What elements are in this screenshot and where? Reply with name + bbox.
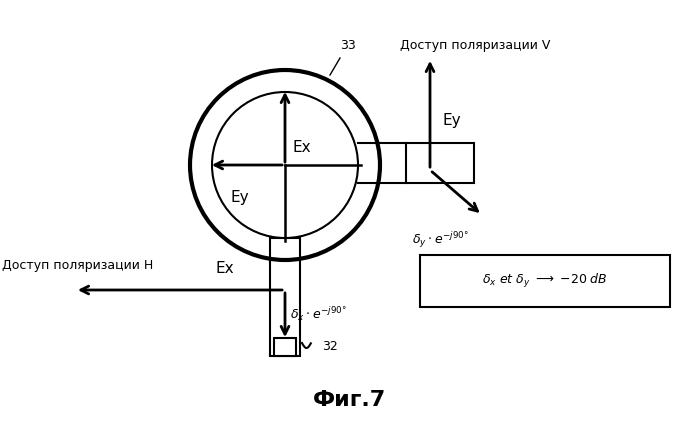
Text: Доступ поляризации H: Доступ поляризации H	[2, 259, 153, 271]
Text: $\delta_x$ $et$ $\delta_y$ $\longrightarrow$ $-20$ $dB$: $\delta_x$ $et$ $\delta_y$ $\longrightar…	[482, 272, 608, 290]
Text: $\delta_y\cdot e^{-j90°}$: $\delta_y\cdot e^{-j90°}$	[412, 230, 468, 250]
Text: 33: 33	[340, 39, 356, 52]
Bar	[270, 238, 300, 356]
Circle shape	[212, 92, 358, 238]
Text: Ex: Ex	[216, 261, 234, 276]
Text: Ey: Ey	[442, 112, 461, 128]
Text: Ex: Ex	[293, 140, 312, 155]
Text: Ey: Ey	[230, 190, 249, 205]
Bar	[406, 143, 474, 183]
Text: 32: 32	[322, 340, 338, 353]
Text: Доступ поляризации V: Доступ поляризации V	[400, 39, 550, 51]
Text: Фиг.7: Фиг.7	[313, 390, 387, 410]
Bar	[420, 255, 670, 307]
Bar	[274, 338, 296, 356]
Text: $\delta_x\cdot e^{-j90°}$: $\delta_x\cdot e^{-j90°}$	[290, 305, 347, 323]
